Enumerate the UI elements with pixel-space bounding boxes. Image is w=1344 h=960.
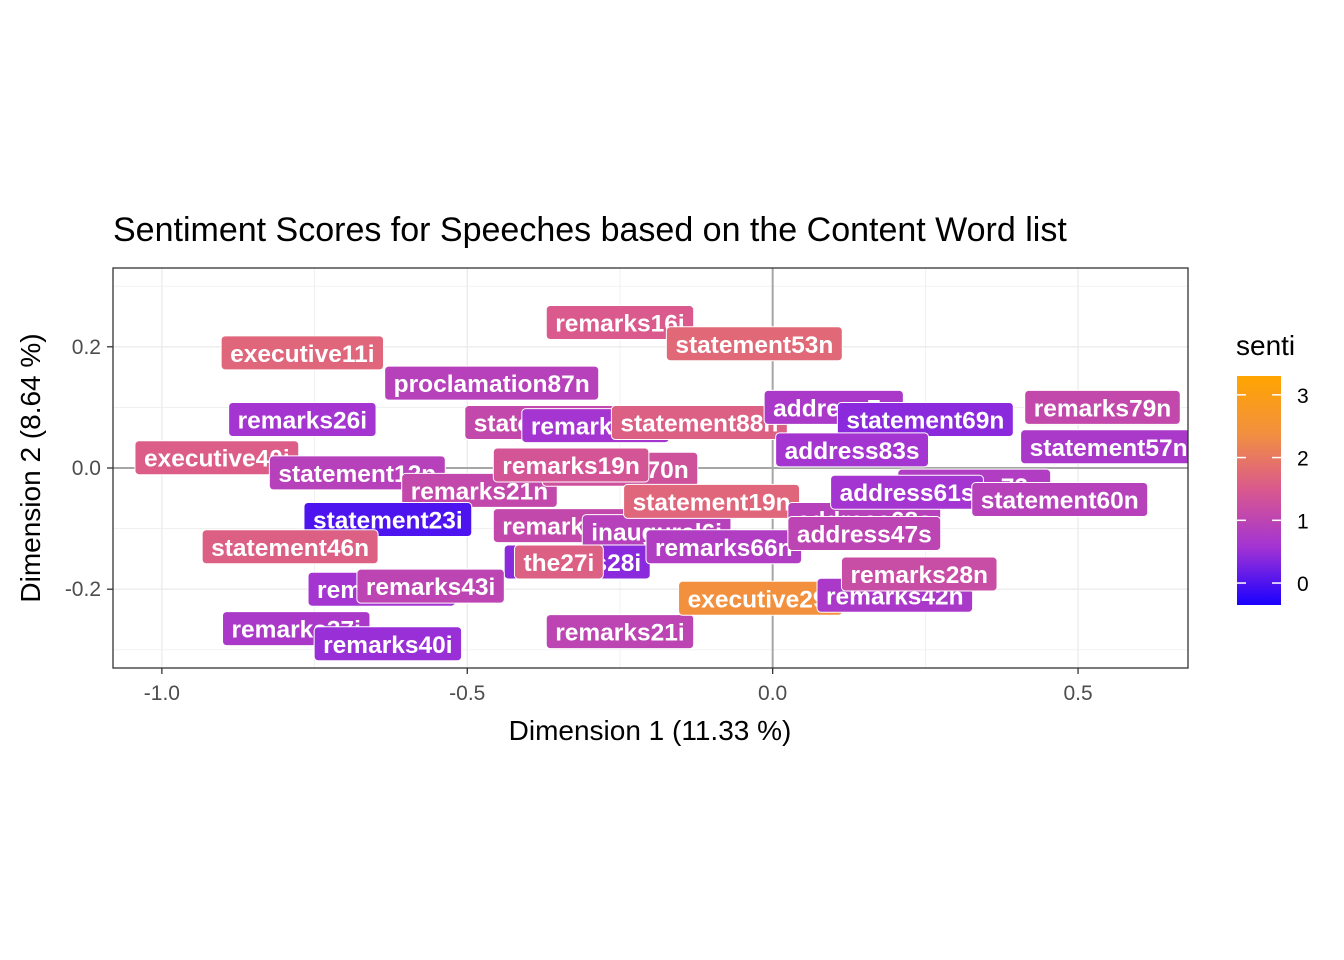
point-label-box	[787, 515, 942, 551]
point-label-text: remarks19n	[502, 453, 640, 480]
point-label-box	[840, 556, 998, 592]
x-tick-label: -1.0	[144, 682, 180, 705]
point-label-remarks26i: remarks26i	[228, 402, 377, 438]
y-axis: -0.2 0.0 0.2	[65, 336, 113, 601]
point-label-text: proclamation87n	[394, 371, 590, 398]
point-label-box	[971, 482, 1149, 518]
point-label-box	[356, 568, 505, 604]
point-label-text: statement19n	[633, 489, 791, 516]
point-label-statement60n: statement60n	[971, 482, 1149, 518]
point-label-statement46n: statement46n	[201, 529, 379, 565]
point-label-box	[220, 335, 385, 371]
plot-panel: executive40istatement12nremarks21nstatem…	[112, 267, 1189, 669]
legend-tick-label: 3	[1297, 385, 1309, 408]
point-label-box	[303, 502, 473, 538]
legend-title: senti	[1236, 330, 1295, 361]
point-label-remarks66n: remarks66n	[645, 529, 803, 565]
point-label-text: statement60n	[981, 488, 1139, 515]
point-label-text: remarks21i	[555, 620, 684, 647]
x-tick-label: -0.5	[449, 682, 485, 705]
legend-tick-label: 0	[1297, 573, 1309, 596]
point-label-box	[775, 432, 929, 468]
point-label-text: remarks43i	[366, 574, 495, 601]
point-label-remarks19n: remarks19n	[492, 447, 650, 483]
point-label-statement19n: statement19n	[623, 483, 801, 519]
point-label-text: statement57n	[1030, 435, 1188, 462]
point-label-executive29i: executive29i	[678, 580, 843, 616]
point-label-box	[492, 447, 650, 483]
point-label-text: address47s	[797, 521, 932, 548]
y-tick-label: 0.2	[72, 336, 101, 359]
point-label-text: statement46n	[211, 535, 369, 562]
legend-colorbar	[1237, 376, 1281, 605]
chart-title: Sentiment Scores for Speeches based on t…	[113, 211, 1067, 249]
point-label-statement88n: statement88n	[610, 405, 788, 441]
point-label-text: statement88n	[620, 411, 778, 438]
x-axis: -1.0 -0.5 0.0 0.5	[144, 668, 1093, 705]
point-label-box	[545, 614, 695, 650]
point-label-box	[545, 305, 695, 341]
point-label-text: executive29i	[688, 586, 834, 613]
point-label-text: remarks66n	[655, 535, 793, 562]
point-label-statement57n: statement57n	[1020, 429, 1188, 465]
point-label-text: remarks79n	[1034, 395, 1172, 422]
point-label-text: the27i	[523, 550, 594, 577]
point-label-text: executive40i	[144, 446, 290, 473]
legend-tick-label: 1	[1297, 510, 1309, 533]
point-label-box	[313, 626, 463, 662]
x-axis-title: Dimension 1 (11.33 %)	[509, 715, 792, 746]
point-label-box	[513, 544, 604, 580]
point-label-statement53n: statement53n	[665, 326, 843, 362]
y-tick-label: -0.2	[65, 578, 101, 601]
point-label-text: remarks28n	[850, 562, 988, 589]
point-label-remarks79n: remarks79n	[1024, 389, 1181, 425]
point-label-box	[384, 365, 600, 401]
point-label-text: remarks21n	[411, 478, 549, 505]
point-label-the27i: the27i	[513, 544, 604, 580]
point-label-text: executive11i	[230, 341, 374, 368]
point-labels: executive40istatement12nremarks21nstatem…	[134, 305, 1188, 662]
point-label-address61s: address61s	[830, 474, 984, 510]
point-label-proclamation87n: proclamation87n	[384, 365, 600, 401]
point-label-executive11i: executive11i	[220, 335, 385, 371]
point-label-text: remarks40i	[323, 632, 452, 659]
point-label-box	[1024, 389, 1181, 425]
legend: senti 0 1 2 3	[1236, 330, 1309, 605]
point-label-address83s: address83s	[775, 432, 929, 468]
point-label-remarks28n: remarks28n	[840, 556, 998, 592]
point-label-text: remarks16i	[555, 311, 684, 338]
point-label-remarks16i: remarks16i	[545, 305, 695, 341]
point-label-text: remarks26i	[238, 408, 367, 435]
point-label-text: statement69n	[846, 408, 1004, 435]
legend-tick-label: 2	[1297, 448, 1309, 471]
point-label-remarks21i: remarks21i	[545, 614, 695, 650]
point-label-remarks40i: remarks40i	[313, 626, 463, 662]
point-label-address47s: address47s	[787, 515, 942, 551]
point-label-text: address83s	[785, 438, 920, 465]
point-label-box	[228, 402, 377, 438]
point-label-text: address61s	[840, 480, 975, 507]
point-label-remarks21n: remarks21n	[401, 472, 558, 508]
point-label-remarks43i: remarks43i	[356, 568, 505, 604]
point-label-box	[1020, 429, 1188, 465]
y-tick-label: 0.0	[72, 457, 101, 480]
point-label-box	[665, 326, 843, 362]
point-label-statement69n: statement69n	[836, 402, 1014, 438]
point-label-text: statement53n	[675, 332, 833, 359]
x-tick-label: 0.5	[1063, 682, 1092, 705]
point-label-box	[201, 529, 379, 565]
point-label-executive40i: executive40i	[134, 440, 300, 476]
legend-ticks: 0 1 2 3	[1237, 385, 1309, 596]
y-axis-title: Dimension 2 (8.64 %)	[15, 333, 46, 602]
point-label-box	[623, 483, 801, 519]
x-tick-label: 0.0	[758, 682, 787, 705]
